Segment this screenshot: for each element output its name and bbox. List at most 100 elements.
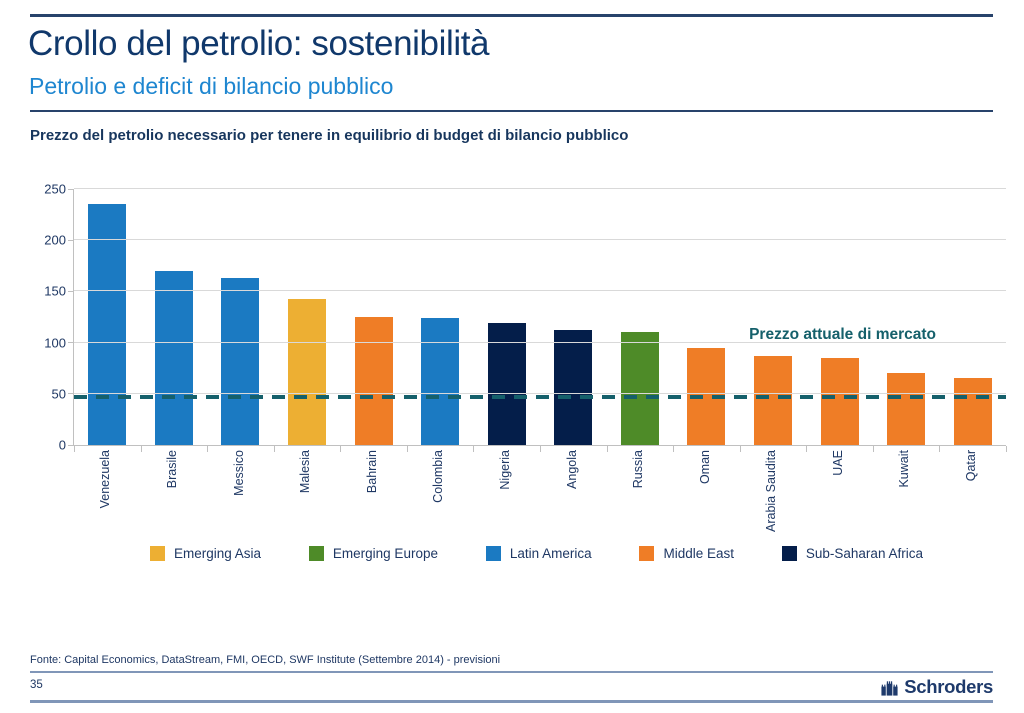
legend-item: Sub-Saharan Africa: [781, 546, 923, 561]
bar-nigeria: [487, 323, 526, 445]
legend-label: Latin America: [509, 546, 592, 561]
legend-swatch: [485, 546, 501, 561]
x-axis-category-label: Qatar: [963, 450, 978, 482]
legend-item: Latin America: [485, 546, 592, 561]
x-axis-category-label: Russia: [631, 450, 646, 489]
legend-item: Emerging Europe: [308, 546, 438, 561]
bar-slot: [940, 189, 1007, 445]
bar-slot: [407, 189, 474, 445]
y-axis-tick: [68, 239, 74, 241]
y-axis-tick-label: 50: [51, 386, 66, 402]
y-axis-tick: [68, 188, 74, 190]
bars: [74, 189, 1006, 445]
bar-slot: [540, 189, 607, 445]
gridline: [74, 290, 1006, 292]
plot-area: Prezzo attuale di mercato: [68, 188, 1007, 452]
bar-uae: [820, 357, 859, 445]
legend-item: Emerging Asia: [150, 546, 261, 561]
x-label-cell: Malesia: [273, 450, 340, 540]
legend-label: Middle East: [663, 546, 735, 561]
subtitle-rule: [30, 110, 993, 112]
bar-slot: [673, 189, 740, 445]
y-axis-tick: [68, 342, 74, 344]
x-axis-tick: [606, 446, 608, 452]
bar-slot: [607, 189, 674, 445]
x-axis-tick: [872, 446, 874, 452]
bar-slot: [740, 189, 807, 445]
bar-slot: [806, 189, 873, 445]
x-label-cell: Angola: [539, 450, 606, 540]
y-axis-tick: [68, 393, 74, 395]
x-axis-category-label: Messico: [231, 450, 246, 496]
bottom-rule: [30, 700, 993, 703]
x-axis-labels: Venezuela Brasile Messico Malesia Bahrain Col…: [73, 450, 1005, 540]
bar-colombia: [421, 318, 460, 445]
gridline: [74, 341, 1006, 343]
source-note: Fonte: Capital Economics, DataStream, FM…: [30, 654, 501, 666]
y-axis-tick-label: 150: [44, 283, 66, 299]
x-label-cell: Bahrain: [339, 450, 406, 540]
schroders-logo: Schroders: [880, 676, 993, 698]
x-label-cell: Nigeria: [472, 450, 539, 540]
x-axis-tick: [739, 446, 741, 452]
legend-swatch: [639, 546, 655, 561]
page-title: Crollo del petrolio: sostenibilità: [28, 24, 490, 63]
x-label-cell: Brasile: [140, 450, 207, 540]
bar-brasile: [154, 270, 193, 445]
page-subtitle: Petrolio e deficit di bilancio pubblico: [29, 73, 394, 99]
x-axis-category-label: UAE: [830, 450, 845, 476]
bar-qatar: [953, 378, 992, 445]
x-label-cell: Messico: [206, 450, 273, 540]
gridline: [74, 239, 1006, 241]
market-price-label: Prezzo attuale di mercato: [749, 326, 936, 343]
bar-bahrain: [354, 317, 393, 445]
x-label-cell: Oman: [672, 450, 739, 540]
x-axis-tick: [806, 446, 808, 452]
x-axis-tick: [939, 446, 941, 452]
bar-angola: [554, 330, 593, 445]
x-axis-tick: [74, 446, 75, 452]
x-axis-category-label: Bahrain: [364, 450, 379, 494]
x-axis-category-label: Brasile: [165, 450, 180, 489]
legend-label: Emerging Europe: [332, 546, 438, 561]
top-rule: [30, 14, 993, 17]
legend-item: Middle East: [639, 546, 734, 561]
x-axis-tick: [273, 446, 275, 452]
chart-heading: Prezzo del petrolio necessario per tener…: [30, 127, 629, 144]
x-label-cell: UAE: [805, 450, 872, 540]
x-axis-category-label: Venezuela: [98, 450, 113, 509]
legend: Emerging Asia Emerging Europe Latin Americ…: [150, 546, 923, 561]
x-axis-category-label: Oman: [697, 450, 712, 485]
gridline: [74, 392, 1006, 394]
legend-label: Emerging Asia: [174, 546, 262, 561]
y-axis-tick-label: 250: [44, 181, 66, 197]
x-axis-category-label: Arabia Saudita: [764, 449, 779, 532]
y-axis-tick: [68, 444, 74, 446]
y-axis-labels: 0 50 100 150 200 250: [28, 182, 66, 453]
x-axis-category-label: Angola: [564, 450, 579, 489]
bar-slot: [473, 189, 540, 445]
x-label-cell: Venezuela: [73, 450, 140, 540]
market-price-line: [74, 394, 1006, 399]
x-axis-tick: [340, 446, 342, 452]
y-axis-tick-label: 200: [44, 232, 66, 248]
x-axis-tick: [207, 446, 209, 452]
bar-kuwait: [887, 373, 926, 445]
y-axis-tick-label: 100: [44, 335, 66, 351]
legend-swatch: [308, 546, 324, 561]
bar-slot: [274, 189, 341, 445]
x-label-cell: Colombia: [406, 450, 473, 540]
x-axis-tick: [406, 446, 408, 452]
x-label-cell: Qatar: [939, 450, 1006, 540]
bar-malesia: [288, 298, 327, 445]
x-axis-tick: [540, 446, 541, 452]
page-number: 35: [30, 679, 43, 691]
x-axis-tick: [140, 446, 142, 452]
bar-slot: [873, 189, 940, 445]
x-axis-tick: [473, 446, 475, 452]
legend-swatch: [150, 546, 165, 561]
bar-messico: [221, 278, 260, 445]
x-label-cell: Arabia Saudita: [739, 450, 806, 540]
bar-slot: [207, 189, 274, 445]
schroders-wordmark: Schroders: [904, 676, 993, 697]
